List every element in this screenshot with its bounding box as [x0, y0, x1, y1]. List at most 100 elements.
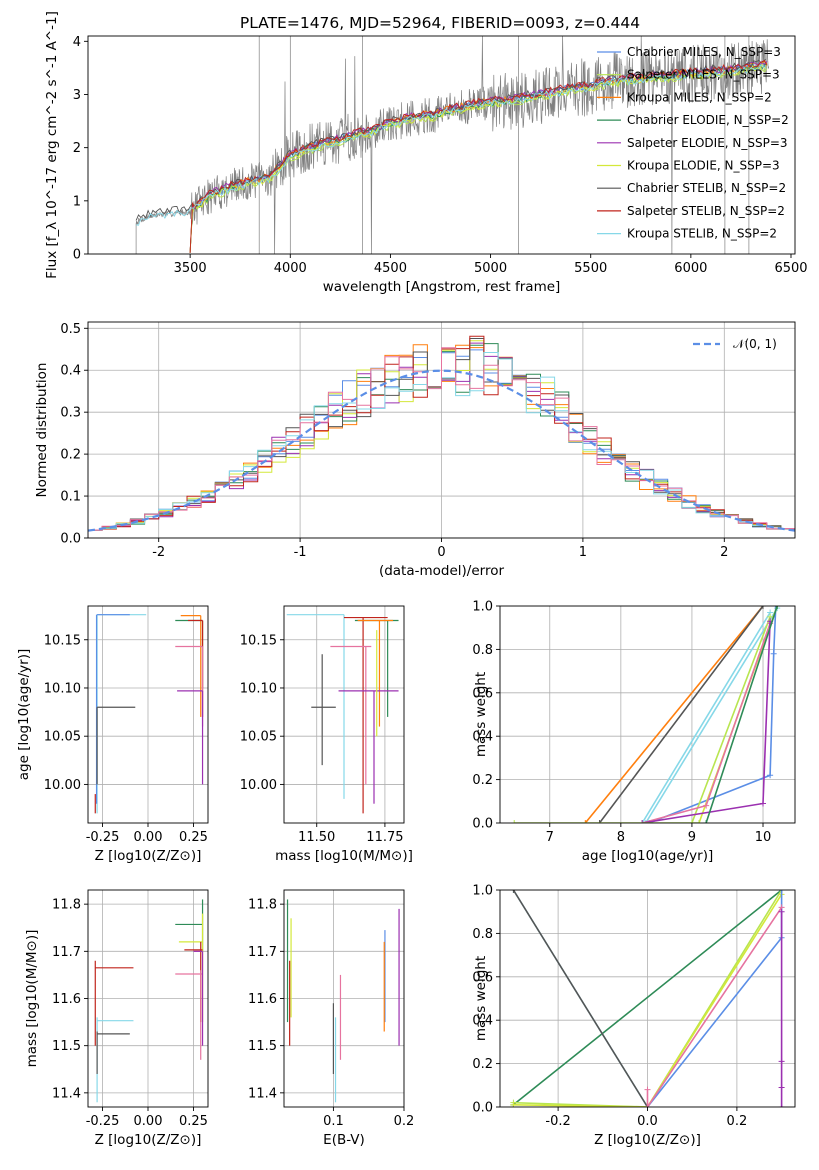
legend-label: Chabrier MILES, N_SSP=3	[627, 45, 781, 59]
ssp-marker	[767, 772, 774, 779]
ssp-marker	[703, 802, 710, 809]
ssp-marker	[510, 890, 517, 893]
x-tick-label: 1	[579, 545, 587, 560]
x-tick-label: 7	[546, 830, 554, 845]
ssp-marker	[760, 606, 767, 609]
cumulative-mass-weight-line	[645, 607, 778, 823]
ssp-marker	[696, 820, 703, 823]
ssp-marker	[703, 820, 710, 823]
cumulative-mass-weight-line	[649, 606, 777, 823]
axes-frame	[499, 605, 796, 824]
x-axis-label: (data-model)/error	[379, 563, 505, 579]
y-tick-label: 0.6	[472, 686, 493, 701]
cumulative-mass-weight-line	[705, 606, 778, 823]
x-tick-label: 9	[688, 830, 696, 845]
observed-spectrum	[135, 36, 770, 254]
y-axis-label: mass weight	[473, 672, 489, 757]
y-tick-label: 10.10	[240, 681, 277, 696]
ssp-marker	[778, 908, 785, 915]
x-tick-label: 0	[437, 545, 445, 560]
y-tick-label: 0.2	[472, 773, 493, 788]
legend-label: Kroupa MILES, N_SSP=2	[627, 90, 772, 104]
ssp-marker	[778, 890, 785, 893]
y-tick-label: 10.00	[240, 778, 277, 793]
ssp-marker	[644, 1104, 651, 1107]
y-tick-label: 10.05	[240, 730, 277, 745]
cumulative-mass-weight-line	[513, 893, 783, 1107]
x-axis-label: Z [log10(Z/Z⊙)]	[95, 1132, 202, 1148]
y-tick-label: 10.10	[44, 681, 81, 696]
x-tick-label: 0.25	[179, 830, 208, 845]
normal-distribution-curve	[88, 369, 795, 532]
y-tick-label: 0.0	[472, 1101, 493, 1116]
spectrum-panel: 3500 4000 4500 5000 5500 6000 6500 0 1 2 3 4 wavelen…	[44, 11, 808, 295]
mass-weight-vs-metallicity-panel: -0.2 0.0 0.2 0.0 0.2 0.4 0.6 0.8 1.0 Z [log10(Z/Z…	[472, 884, 796, 1148]
x-tick-label: 0.2	[394, 1114, 415, 1129]
cumulative-mass-weight-line	[512, 890, 783, 1106]
y-tick-label: 11.4	[52, 1086, 81, 1101]
legend-label: 𝒩(0, 1)	[733, 337, 777, 351]
y-tick-label: 10.15	[44, 633, 81, 648]
x-tick-label: 5000	[474, 261, 507, 276]
plot-area	[88, 890, 208, 1107]
y-tick-label: 11.4	[248, 1086, 277, 1101]
ssp-marker	[511, 820, 518, 823]
x-tick-label: 11.50	[298, 830, 335, 845]
ssp-marker	[760, 800, 767, 807]
ssp-marker	[596, 820, 603, 823]
x-axis-label: E(B-V)	[323, 1132, 365, 1148]
x-tick-label: 8	[617, 830, 625, 845]
x-tick-label: 6500	[774, 261, 807, 276]
y-tick-label: 0.0	[60, 532, 81, 547]
x-axis-label: mass [log10(M/M⊙)]	[275, 848, 413, 864]
x-tick-label: 3500	[174, 261, 207, 276]
x-tick-label: 4500	[374, 261, 407, 276]
model-spectrum-line	[136, 63, 767, 226]
residual-histogram-panel: -2 -1 0 1 2 0.0 0.1 0.2 0.3 0.4 0.5 (data-model)/er…	[34, 321, 796, 579]
y-tick-label: 11.5	[248, 1039, 277, 1054]
y-tick-label: 3	[73, 88, 81, 103]
x-tick-label: 0.00	[134, 1114, 163, 1129]
x-tick-label: 5500	[574, 261, 607, 276]
legend-label: Chabrier ELODIE, N_SSP=2	[627, 113, 789, 127]
x-tick-label: 0.0	[637, 1114, 658, 1129]
cumulative-mass-weight-line	[691, 616, 771, 823]
x-tick-label: 0.00	[134, 830, 163, 845]
plot-area	[88, 322, 795, 538]
ssp-marker	[778, 1104, 785, 1107]
x-tick-label: 0.2	[727, 1114, 748, 1129]
figure-title: PLATE=1476, MJD=52964, FIBERID=0093, z=0…	[240, 14, 640, 32]
mass-vs-ebv-panel: 0.1 0.2 11.4 11.5 11.6 11.7 11.8 E(B-V)	[248, 889, 415, 1148]
y-tick-label: 4	[73, 35, 81, 50]
x-tick-label: 10	[755, 830, 772, 845]
ssp-marker	[778, 1084, 785, 1091]
legend-label: Salpeter MILES, N_SSP=3	[627, 68, 780, 82]
ssp-marker	[770, 650, 777, 657]
y-tick-label: 0.4	[60, 364, 81, 379]
y-tick-label: 1	[73, 194, 81, 209]
age-vs-metallicity-panel: -0.25 0.00 0.25 10.00 10.05 10.10 10.15 Z [log1…	[16, 605, 209, 864]
model-spectrum-line	[189, 60, 768, 253]
y-tick-label: 2	[73, 141, 81, 156]
y-tick-label: 10.15	[240, 633, 277, 648]
y-axis-label: mass [log10(M/M⊙)]	[24, 930, 40, 1068]
y-tick-label: 0.8	[472, 927, 493, 942]
y-tick-label: 0.4	[472, 730, 493, 745]
y-tick-label: 11.8	[248, 898, 277, 913]
legend-label: Kroupa ELODIE, N_SSP=3	[627, 159, 780, 173]
ssp-marker	[639, 820, 646, 823]
y-tick-label: 0.2	[60, 448, 81, 463]
cumulative-mass-weight-line	[641, 612, 771, 823]
y-tick-label: 0.1	[60, 490, 81, 505]
x-axis-label: Z [log10(Z/Z⊙)]	[95, 848, 202, 864]
y-tick-label: 11.7	[52, 945, 81, 960]
legend-label: Kroupa STELIB, N_SSP=2	[627, 227, 777, 241]
y-tick-label: 11.5	[52, 1039, 81, 1054]
plot-area	[135, 36, 770, 254]
plot-area	[500, 606, 795, 823]
x-axis-label: age [log10(age/yr)]	[582, 848, 714, 864]
mass-vs-metallicity-panel: -0.25 0.00 0.25 11.4 11.5 11.6 11.7 11.8 Z [log1…	[24, 889, 209, 1148]
ssp-marker	[582, 820, 589, 823]
x-tick-label: -1	[294, 545, 307, 560]
